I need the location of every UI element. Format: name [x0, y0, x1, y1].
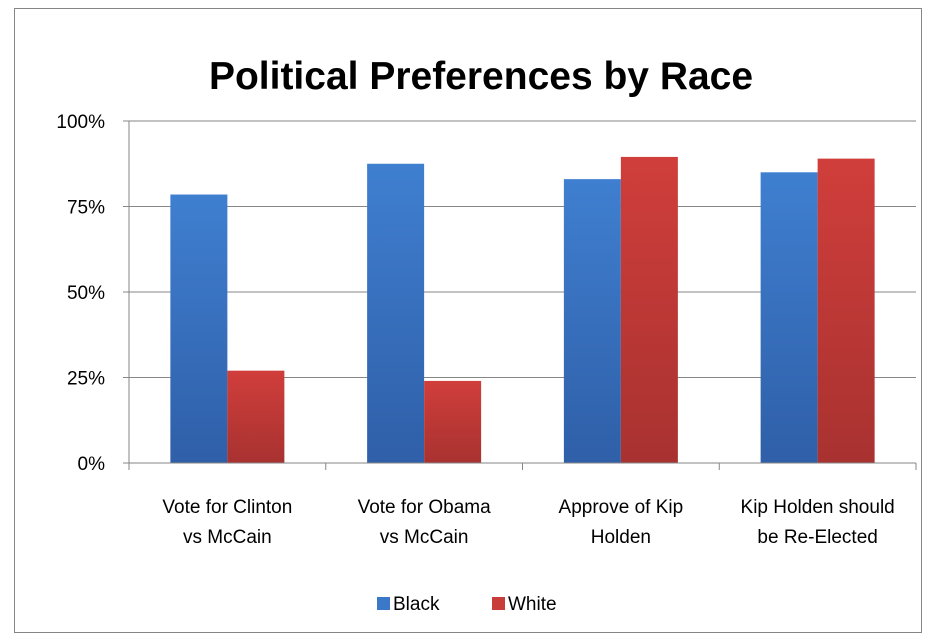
legend: Black White — [377, 594, 557, 615]
chart-frame: Political Preferences by Race 0% 25% 50% 75… — [14, 8, 922, 633]
y-tick-label: 25% — [67, 369, 105, 390]
bar-white — [424, 380, 482, 463]
bar-black — [563, 179, 621, 463]
y-tick-label: 50% — [67, 283, 105, 304]
y-tick-label: 100% — [56, 112, 105, 133]
axes — [123, 120, 917, 470]
bar-chart: Political Preferences by Race 0% 25% 50% 75… — [56, 55, 917, 615]
bar-white — [817, 158, 875, 463]
x-category-label: Kip Holden should — [741, 497, 895, 518]
legend-label-black: Black — [393, 594, 440, 615]
chart-title: Political Preferences by Race — [209, 55, 753, 98]
legend-label-white: White — [508, 594, 557, 615]
bar-white — [227, 370, 285, 463]
x-category-labels: Vote for Clinton vs McCain Vote for Obama v… — [162, 497, 894, 548]
x-category-label: vs McCain — [380, 527, 469, 548]
bars — [170, 156, 875, 464]
x-category-label: Vote for Clinton — [162, 497, 292, 518]
x-category-label: vs McCain — [183, 527, 272, 548]
y-tick-label: 0% — [78, 454, 106, 475]
x-category-label: be Re-Elected — [757, 527, 877, 548]
legend-swatch-white — [492, 597, 505, 610]
x-category-label: Vote for Obama — [358, 497, 492, 518]
x-category-label: Approve of Kip — [559, 497, 684, 518]
bar-black — [367, 163, 425, 463]
legend-swatch-black — [377, 597, 390, 610]
bar-white — [620, 156, 678, 463]
y-tick-labels: 0% 25% 50% 75% 100% — [56, 112, 105, 475]
bar-black — [760, 172, 818, 464]
x-category-label: Holden — [591, 527, 651, 548]
y-tick-label: 75% — [67, 198, 105, 219]
bar-black — [170, 194, 228, 463]
